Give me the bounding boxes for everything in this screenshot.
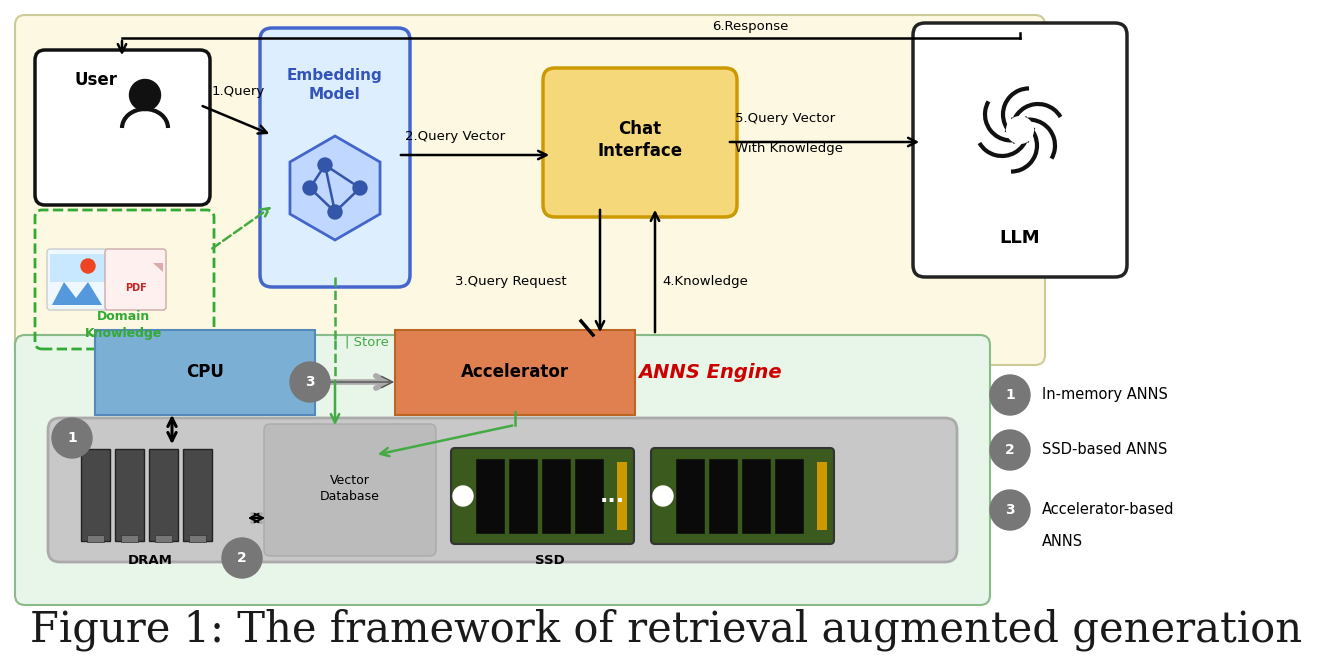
Polygon shape (290, 136, 380, 240)
Text: 6.Response: 6.Response (711, 20, 789, 33)
Text: Chat
Interface: Chat Interface (598, 120, 682, 160)
Text: PDF: PDF (125, 283, 147, 293)
Circle shape (1007, 117, 1034, 143)
Text: With Knowledge: With Knowledge (735, 142, 843, 155)
FancyBboxPatch shape (452, 448, 634, 544)
Text: | Store: | Store (345, 335, 389, 348)
Circle shape (353, 181, 368, 195)
FancyBboxPatch shape (81, 449, 111, 541)
Text: Accelerator: Accelerator (461, 363, 569, 381)
FancyBboxPatch shape (742, 459, 770, 533)
FancyBboxPatch shape (51, 254, 105, 282)
Circle shape (653, 486, 673, 506)
Text: 1: 1 (67, 431, 77, 445)
Text: 4.Knowledge: 4.Knowledge (662, 275, 747, 288)
Text: LLM: LLM (1000, 229, 1040, 247)
FancyBboxPatch shape (709, 459, 737, 533)
Text: CPU: CPU (186, 363, 224, 381)
Circle shape (453, 486, 473, 506)
FancyBboxPatch shape (105, 249, 166, 310)
FancyBboxPatch shape (775, 459, 803, 533)
Text: DRAM: DRAM (128, 554, 172, 566)
FancyBboxPatch shape (48, 418, 956, 562)
Text: 3.Query Request: 3.Query Request (456, 275, 566, 288)
FancyBboxPatch shape (543, 68, 737, 217)
FancyBboxPatch shape (47, 249, 108, 310)
Text: 3: 3 (305, 375, 314, 389)
Circle shape (52, 418, 92, 458)
Text: In-memory ANNS: In-memory ANNS (1042, 387, 1168, 403)
Circle shape (81, 259, 95, 273)
FancyBboxPatch shape (15, 335, 990, 605)
Text: SSD-based ANNS: SSD-based ANNS (1042, 442, 1167, 457)
Text: Domain
Knowledge: Domain Knowledge (85, 310, 163, 339)
Text: 2: 2 (237, 551, 246, 565)
Circle shape (290, 362, 330, 402)
FancyBboxPatch shape (189, 535, 206, 542)
FancyBboxPatch shape (617, 462, 627, 530)
FancyBboxPatch shape (575, 459, 603, 533)
Text: SSD: SSD (535, 554, 565, 566)
Text: 1.Query: 1.Query (212, 85, 265, 98)
Circle shape (302, 181, 317, 195)
FancyBboxPatch shape (260, 28, 410, 287)
Polygon shape (52, 282, 103, 305)
Text: 5.Query Vector: 5.Query Vector (735, 112, 835, 125)
Text: Vector
Database: Vector Database (320, 473, 380, 502)
Text: 1: 1 (1006, 388, 1015, 402)
Text: ...: ... (599, 486, 625, 506)
Circle shape (990, 490, 1030, 530)
Circle shape (318, 158, 332, 172)
FancyBboxPatch shape (817, 462, 827, 530)
FancyBboxPatch shape (182, 449, 212, 541)
FancyBboxPatch shape (677, 459, 705, 533)
FancyBboxPatch shape (155, 535, 172, 542)
FancyBboxPatch shape (264, 424, 436, 556)
Text: 2: 2 (1006, 443, 1015, 457)
FancyBboxPatch shape (95, 330, 314, 415)
Text: 2.Query Vector: 2.Query Vector (405, 130, 505, 143)
FancyBboxPatch shape (87, 535, 104, 542)
FancyBboxPatch shape (115, 449, 144, 541)
Polygon shape (152, 263, 163, 272)
FancyBboxPatch shape (651, 448, 834, 544)
Text: 3: 3 (1006, 503, 1015, 517)
FancyBboxPatch shape (476, 459, 503, 533)
Text: Figure 1: The framework of retrieval augmented generation: Figure 1: The framework of retrieval aug… (29, 609, 1303, 651)
Circle shape (328, 205, 342, 219)
FancyBboxPatch shape (542, 459, 570, 533)
FancyBboxPatch shape (912, 23, 1127, 277)
Circle shape (990, 430, 1030, 470)
Text: User: User (75, 71, 119, 89)
FancyBboxPatch shape (35, 50, 210, 205)
FancyBboxPatch shape (15, 15, 1046, 365)
Text: Embedding
Model: Embedding Model (288, 68, 382, 102)
Circle shape (129, 79, 160, 110)
FancyBboxPatch shape (149, 449, 178, 541)
Text: ANNS: ANNS (1042, 535, 1083, 550)
FancyBboxPatch shape (509, 459, 537, 533)
FancyBboxPatch shape (121, 535, 139, 542)
Circle shape (222, 538, 262, 578)
Text: Accelerator-based: Accelerator-based (1042, 502, 1175, 517)
Text: ANNS Engine: ANNS Engine (638, 362, 782, 381)
FancyBboxPatch shape (396, 330, 635, 415)
Circle shape (990, 375, 1030, 415)
